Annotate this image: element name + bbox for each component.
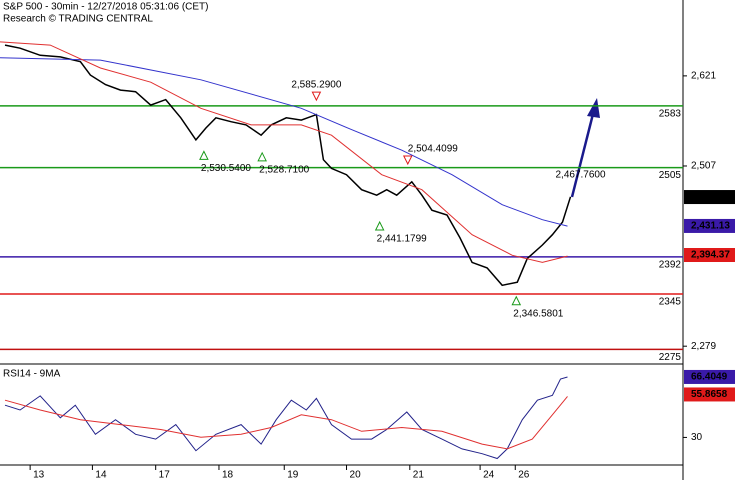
last-value-label: 66.4049 (691, 372, 728, 383)
x-tick-label: 14 (95, 470, 107, 480)
y-tick-label: 2,279 (691, 341, 716, 352)
y-tick-label: 2,621 (691, 71, 716, 82)
annotation-label: 2,346.5801 (513, 308, 563, 319)
last-value-box (684, 369, 735, 384)
x-tick-label: 21 (413, 470, 425, 480)
annotation-label: 2,504.4099 (408, 144, 458, 155)
annotation-label: 2,585.2900 (291, 80, 341, 91)
annotation-label: 2,441.1799 (377, 234, 427, 245)
last-value-box (684, 248, 735, 263)
y-tick-label: 30 (691, 432, 703, 443)
x-tick-label: 24 (483, 470, 495, 480)
last-value-label: 2,394.37 (691, 250, 730, 261)
x-tick-label: 13 (33, 470, 45, 480)
last-value-box (684, 190, 735, 205)
annotation-label: 2,467.7600 (556, 170, 606, 181)
last-value-label: 2,431.13 (691, 221, 730, 232)
marker-up (257, 151, 267, 162)
last-value-box (684, 218, 735, 233)
y-tick-label: 2,507 (691, 161, 716, 172)
level-label: 2345 (659, 297, 682, 308)
x-tick-label: 26 (518, 470, 530, 480)
chart-subtitle: Research © TRADING CENTRAL (3, 14, 153, 25)
level-label: 2583 (659, 109, 682, 120)
level-label: 2505 (659, 170, 682, 181)
x-tick-label: 19 (287, 470, 299, 480)
chart-title: S&P 500 - 30min - 12/27/2018 05:31:06 (C… (3, 2, 209, 13)
series-line (4, 396, 568, 450)
marker-up (199, 150, 209, 160)
x-tick-label: 18 (222, 470, 234, 480)
last-value-box (684, 387, 735, 402)
last-value-label: 55.8658 (691, 389, 728, 400)
forecast-arrow (570, 98, 600, 198)
rsi-title: RSI14 - 9MA (3, 369, 61, 380)
series-line (0, 57, 568, 227)
x-tick-label: 17 (159, 470, 171, 480)
marker-up (511, 295, 522, 306)
x-tick-label: 20 (350, 470, 362, 480)
marker-down (311, 91, 322, 102)
level-label: 2392 (659, 260, 682, 271)
series-line (4, 376, 568, 460)
marker-down (402, 155, 413, 166)
annotation-label: 2,528.7100 (259, 164, 309, 175)
marker-up (374, 220, 385, 231)
last-value-label: 2,467.7 (691, 192, 725, 203)
series-line (0, 41, 568, 263)
annotation-label: 2,530.5400 (201, 163, 251, 174)
level-label: 2275 (659, 352, 682, 363)
